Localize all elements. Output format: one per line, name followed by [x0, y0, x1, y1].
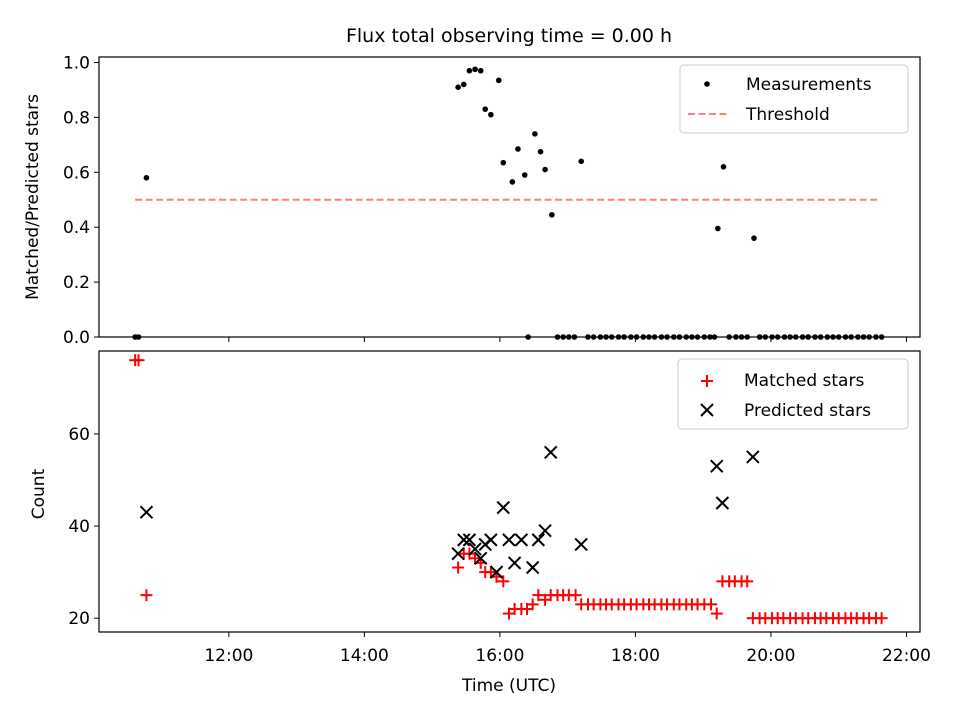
predicted-star-point	[544, 445, 558, 460]
matched-star-point	[526, 598, 539, 611]
measurement-point	[542, 166, 548, 173]
bottom-y-tick-label: 20	[68, 609, 90, 629]
measurement-point	[537, 148, 544, 155]
predicted-star-point	[496, 500, 510, 515]
predicted-star-point	[139, 505, 154, 519]
bottom-axes-frame	[98, 350, 921, 633]
predicted-star-point	[538, 523, 552, 538]
top-panel: Flux total observing time = 0.00 h 0.00.…	[23, 25, 921, 348]
measurement-point	[751, 235, 757, 241]
measurement-point	[143, 174, 150, 181]
top-y-tick-label: 0.0	[63, 328, 90, 348]
matched-star-point	[532, 589, 545, 602]
measurement-point	[472, 66, 478, 73]
x-axis-label: Time (UTC)	[461, 676, 556, 696]
bottom-x-tick-label: 18:00	[611, 646, 660, 666]
measurement-point	[720, 164, 727, 170]
top-y-tick-label: 0.6	[63, 163, 90, 183]
predicted-star-point	[473, 551, 488, 566]
bottom-x-tick-label: 14:00	[340, 646, 389, 666]
legend-measurements-label: Measurements	[746, 75, 872, 95]
measurement-point	[509, 179, 516, 185]
measurement-point	[495, 77, 502, 84]
legend-matched-marker	[701, 375, 713, 387]
measurement-point	[715, 225, 721, 232]
top-legend: Measurements Threshold	[679, 64, 909, 134]
matched-star-point	[452, 561, 465, 574]
bottom-y-tick-label: 40	[68, 517, 90, 537]
legend-measurements-marker	[704, 81, 710, 87]
chart-title: Flux total observing time = 0.00 h	[346, 25, 672, 47]
legend-threshold-label: Threshold	[745, 105, 830, 125]
bottom-y-axis-label: Count	[29, 468, 49, 519]
top-y-tick-label: 0.2	[63, 273, 90, 293]
matched-star-point	[132, 354, 145, 367]
top-y-axis-label: Matched/Predicted stars	[23, 94, 43, 300]
legend-matched-label: Matched stars	[744, 371, 864, 391]
measurement-point	[460, 81, 467, 88]
predicted-star-point	[489, 565, 504, 579]
top-y-tick-label: 1.0	[63, 53, 90, 73]
predicted-star-point	[457, 533, 471, 547]
predicted-star-point	[502, 533, 516, 547]
predicted-star-point	[462, 533, 477, 547]
bottom-x-tick-label: 22:00	[882, 646, 931, 666]
bottom-y-tick-label: 60	[68, 425, 90, 445]
measurement-point	[477, 67, 484, 74]
measurement-point	[521, 172, 528, 178]
matched-star-point	[705, 598, 718, 611]
bottom-legend-box	[677, 358, 909, 430]
bottom-plot-marks	[129, 354, 888, 625]
top-axes-frame	[98, 56, 921, 338]
predicted-star-point	[484, 533, 498, 547]
predicted-star-point	[715, 496, 730, 510]
predicted-star-point	[710, 459, 724, 473]
top-y-tick-label: 0.4	[63, 218, 90, 238]
measurement-point	[500, 159, 507, 166]
legend-predicted-marker	[700, 403, 714, 417]
predicted-star-point	[451, 546, 465, 561]
measurement-point	[466, 67, 473, 74]
bottom-x-tick-label: 12:00	[204, 646, 253, 666]
predicted-star-point	[507, 556, 522, 570]
matched-star-point	[497, 575, 510, 588]
measurement-point	[578, 158, 585, 165]
predicted-star-point	[468, 542, 482, 556]
matched-star-point	[140, 589, 153, 602]
matched-star-point	[710, 607, 723, 620]
predicted-star-point	[525, 560, 540, 575]
bottom-legend: Matched stars Predicted stars	[677, 358, 909, 430]
matched-star-point	[875, 612, 888, 625]
measurement-point	[488, 111, 494, 118]
matched-star-point	[741, 575, 754, 588]
top-plot-marks	[132, 66, 885, 340]
legend-predicted-label: Predicted stars	[744, 401, 871, 421]
top-legend-box	[679, 64, 909, 134]
measurement-point	[549, 212, 555, 218]
top-x-ticks	[228, 337, 907, 342]
measurement-point	[455, 84, 461, 90]
matched-star-point	[569, 589, 582, 602]
predicted-star-point	[574, 537, 588, 552]
predicted-star-point	[531, 533, 546, 547]
predicted-star-point	[746, 450, 760, 464]
predicted-star-point	[514, 533, 529, 547]
top-y-ticks: 0.0 0.2 0.4 0.6 0.8 1.0	[63, 53, 99, 348]
measurement-point	[515, 146, 521, 152]
bottom-y-ticks: 20 40 60	[68, 425, 99, 629]
bottom-x-tick-label: 20:00	[746, 646, 795, 666]
measurement-point	[532, 131, 538, 137]
bottom-x-tick-label: 16:00	[475, 646, 524, 666]
bottom-x-ticks: 12:00 14:00 16:00 18:00 20:00 22:00	[204, 632, 931, 666]
top-y-tick-label: 0.8	[63, 108, 90, 128]
measurement-point	[482, 106, 489, 112]
bottom-panel: 20 40 60 12:00 14:00 16:00 18:00 20:00 22:00 Co…	[29, 350, 931, 696]
